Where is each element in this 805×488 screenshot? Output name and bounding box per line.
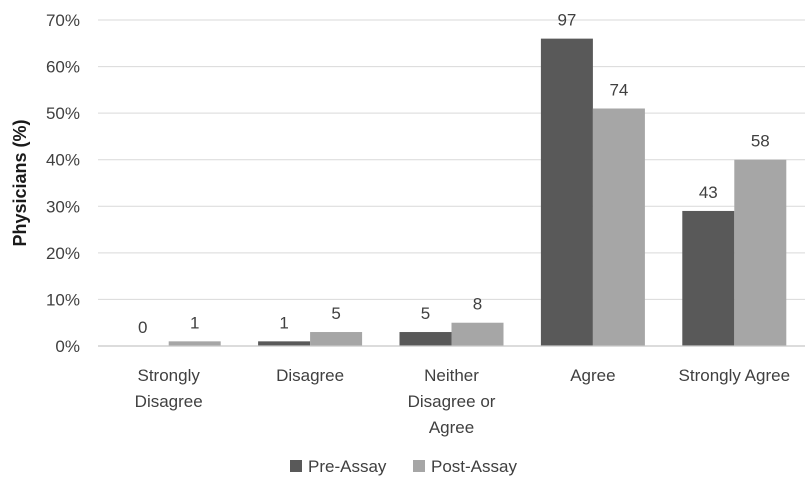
bar <box>734 159 787 346</box>
legend: Pre-Assay Post-Assay <box>290 457 517 476</box>
data-label: 74 <box>609 80 628 99</box>
bar <box>258 341 311 346</box>
y-axis-label: Physicians (%) <box>10 119 30 246</box>
x-tick-label: Strongly Agree <box>679 366 791 385</box>
bar <box>399 332 452 346</box>
x-tick-label: Disagree or <box>408 392 496 411</box>
x-axis-categories: Strongly Disagree Disagree Neither Disagree … <box>135 366 790 437</box>
y-tick-label: 20% <box>46 244 80 263</box>
bar <box>451 322 504 346</box>
y-tick-label: 50% <box>46 104 80 123</box>
x-tick-label: Agree <box>570 366 615 385</box>
legend-swatch <box>413 460 425 472</box>
data-label: 1 <box>279 313 288 332</box>
x-tick-label: Disagree <box>276 366 344 385</box>
y-tick-label: 30% <box>46 197 80 216</box>
data-label: 5 <box>331 304 340 323</box>
y-tick-label: 10% <box>46 290 80 309</box>
data-label: 1 <box>190 313 199 332</box>
data-label: 97 <box>557 11 576 30</box>
bar <box>682 210 735 346</box>
x-tick-label: Neither <box>424 366 479 385</box>
x-tick-label: Agree <box>429 418 474 437</box>
y-tick-label: 0% <box>55 337 80 356</box>
x-tick-label: Disagree <box>135 392 203 411</box>
bar <box>168 341 221 346</box>
bar <box>592 108 645 346</box>
y-axis-ticks: 0% 10% 20% 30% 40% 50% 60% 70% <box>46 11 80 356</box>
data-label: 0 <box>138 318 147 337</box>
x-tick-label: Strongly <box>138 366 201 385</box>
bar <box>310 332 363 346</box>
y-tick-label: 70% <box>46 11 80 30</box>
gridlines <box>98 19 805 300</box>
data-label: 58 <box>751 132 770 151</box>
y-tick-label: 40% <box>46 151 80 170</box>
legend-label: Post-Assay <box>431 457 517 476</box>
legend-label: Pre-Assay <box>308 457 387 476</box>
data-label: 43 <box>699 183 718 202</box>
data-label: 8 <box>473 295 482 314</box>
bars <box>168 38 787 346</box>
data-label: 5 <box>421 304 430 323</box>
legend-swatch <box>290 460 302 472</box>
bar <box>540 38 593 346</box>
y-tick-label: 60% <box>46 58 80 77</box>
